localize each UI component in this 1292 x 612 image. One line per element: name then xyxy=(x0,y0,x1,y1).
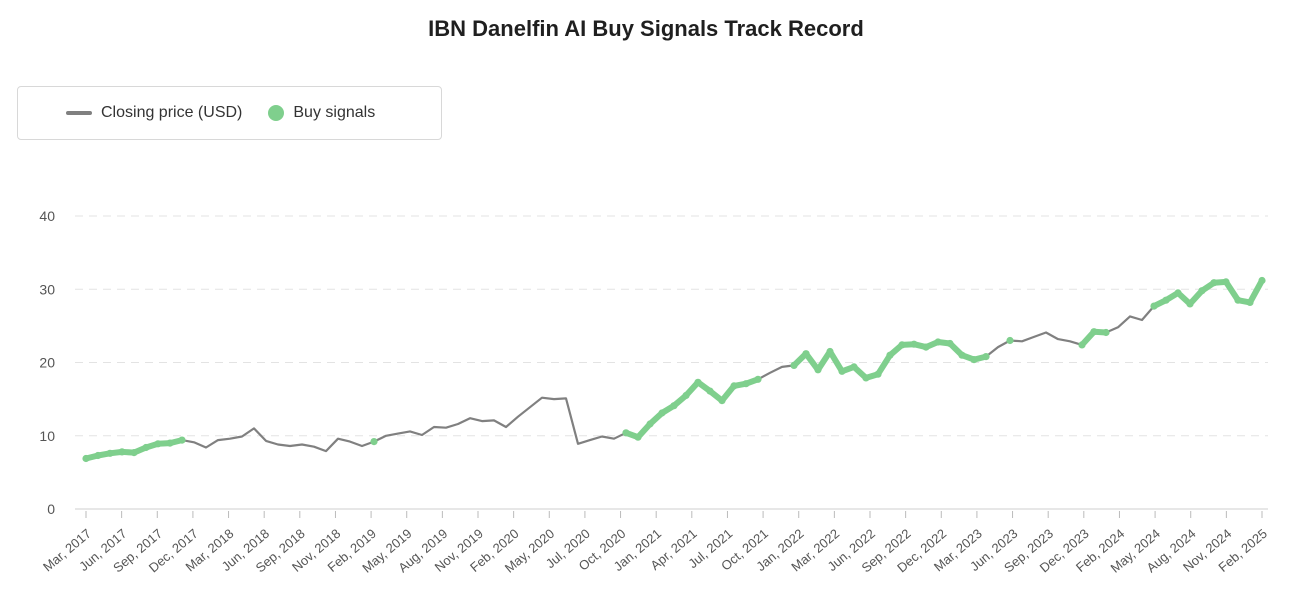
y-tick-label: 30 xyxy=(39,281,55,297)
y-tick-label: 10 xyxy=(39,428,55,444)
buy-signal-segment xyxy=(815,348,833,373)
y-tick-label: 0 xyxy=(47,501,55,517)
buy-signal-segment xyxy=(875,352,893,378)
legend-label-closing-price: Closing price (USD) xyxy=(101,104,243,121)
legend-line-swatch xyxy=(66,111,92,115)
buy-signal-point xyxy=(1102,328,1110,337)
buy-signal-markers xyxy=(82,276,1266,463)
buy-signal-point xyxy=(754,375,762,383)
legend-item-closing-price[interactable]: Closing price (USD) xyxy=(66,104,242,122)
y-axis: 0 10 20 30 40 xyxy=(39,208,55,517)
buy-signal-point xyxy=(178,436,186,444)
price-line xyxy=(85,279,1263,460)
buy-signal-point xyxy=(1006,336,1014,345)
chart-title: IBN Danelfin AI Buy Signals Track Record xyxy=(428,16,864,41)
closing-price-series xyxy=(85,279,1263,460)
buy-signal-segment xyxy=(827,348,845,375)
buy-signal-point xyxy=(1258,276,1266,285)
buy-signal-point xyxy=(982,353,990,361)
legend-dot-swatch xyxy=(268,105,285,121)
legend: Closing price (USD) Buy signals xyxy=(17,86,442,140)
buy-signal-segment xyxy=(1223,278,1241,304)
y-tick-label: 40 xyxy=(39,208,55,224)
grid-lines xyxy=(75,215,1268,510)
buy-signal-segment xyxy=(1247,277,1265,306)
legend-label-buy-signals: Buy signals xyxy=(293,104,376,121)
legend-item-buy-signals[interactable]: Buy signals xyxy=(268,104,375,122)
buy-signal-point xyxy=(370,438,378,446)
y-tick-label: 20 xyxy=(39,355,55,371)
